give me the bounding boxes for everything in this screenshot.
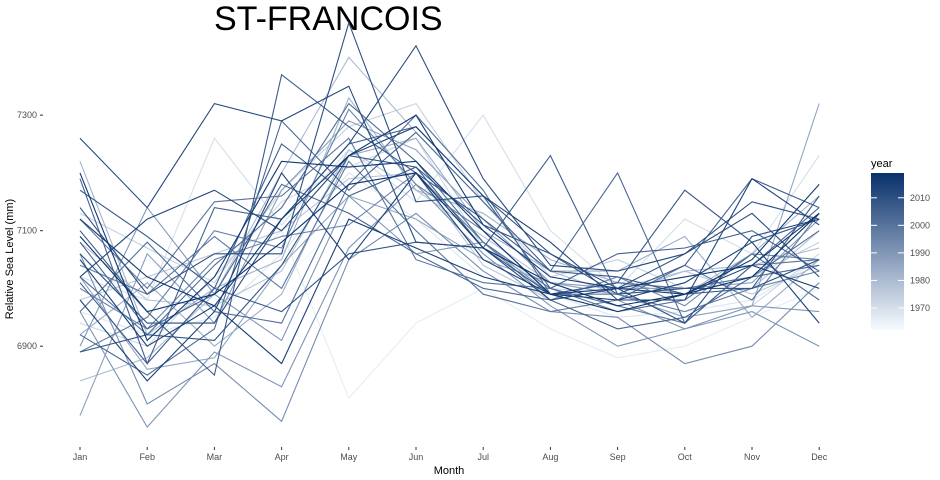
legend-tick-label: 1990 [910, 248, 930, 258]
legend-colorbar [871, 173, 904, 330]
legend-ticks: 1970 1980 1990 2000 2010 [871, 193, 930, 313]
x-tick-label: Sep [610, 452, 626, 462]
legend-title: year [871, 158, 893, 170]
series-line-2002 [79, 102, 820, 336]
x-tick-label: Jan [73, 452, 88, 462]
y-tick-label: 7300 [17, 110, 37, 120]
x-tick-label: Mar [207, 452, 223, 462]
legend-tick-label: 2010 [910, 193, 930, 203]
x-tick-label: Jul [477, 452, 489, 462]
series-line-2004 [79, 183, 820, 330]
series-line-2016 [79, 114, 820, 307]
x-tick-label: Dec [811, 452, 828, 462]
x-tick-label: Jun [409, 452, 424, 462]
series-lines-layer [79, 20, 820, 429]
y-axis: 6900 7100 7300 [17, 110, 43, 351]
series-line-1986 [79, 103, 820, 370]
y-tick-label: 7100 [17, 226, 37, 236]
y-tick-label: 6900 [17, 341, 37, 351]
series-line-1993 [79, 212, 820, 423]
series-line-2017 [79, 160, 820, 342]
series-line-2018 [79, 172, 820, 313]
legend-tick-label: 1980 [910, 275, 930, 285]
x-tick-label: Aug [542, 452, 558, 462]
series-line-1963 [79, 212, 820, 313]
chart-title: ST-FRANCOIS [214, 0, 443, 38]
series-line-2010 [79, 20, 820, 295]
legend-tick-label: 2000 [910, 220, 930, 230]
series-line-2003 [79, 119, 820, 376]
series-line-1970 [79, 114, 820, 301]
x-tick-label: Apr [275, 452, 289, 462]
x-tick-label: May [340, 452, 358, 462]
x-tick-label: Oct [678, 452, 693, 462]
series-line-1976 [79, 172, 820, 301]
x-axis-title: Month [434, 465, 465, 477]
series-line-2015 [79, 218, 820, 365]
series-line-1968 [79, 172, 820, 336]
series-line-2006 [79, 143, 820, 365]
series-line-2012 [79, 85, 820, 324]
series-line-1988 [79, 120, 820, 416]
series-line-2014 [79, 171, 820, 382]
x-tick-label: Nov [744, 452, 761, 462]
x-axis: Jan Feb Mar Apr May Jun Jul Aug Sep Oct Nov Dec [73, 447, 828, 462]
x-tick-label: Feb [139, 452, 155, 462]
y-axis-title: Relative Sea Level (mm) [4, 199, 16, 319]
legend: year 1970 1980 1990 2000 2010 [871, 158, 930, 330]
series-line-2013 [79, 126, 820, 301]
legend-tick-label: 1970 [910, 303, 930, 313]
series-line-2007 [79, 73, 820, 377]
